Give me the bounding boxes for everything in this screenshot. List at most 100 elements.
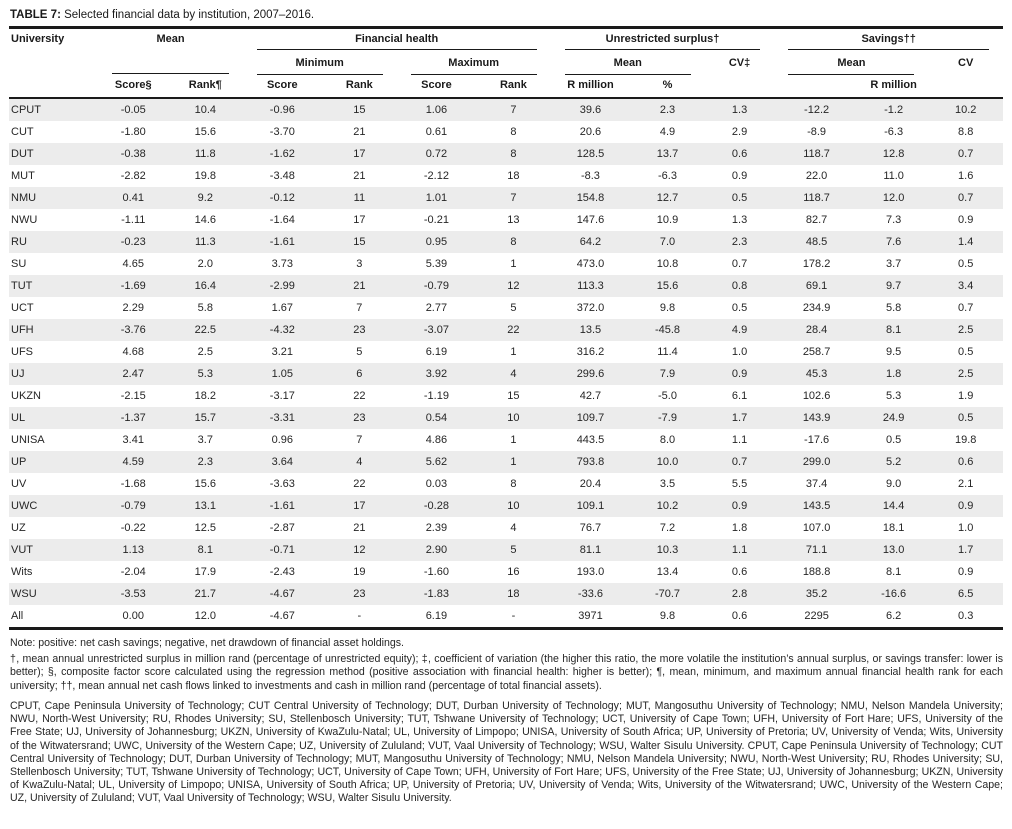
value-cell: 45.3 (805, 368, 828, 380)
value-cell: 10.9 (656, 214, 679, 226)
value-cell: 3.5 (659, 478, 676, 490)
value-cell: -3.31 (269, 412, 295, 424)
table-row: MUT -2.82 19.8 -3.48 21 -2.12 18 -8.3 -6.3 0.9 22.… (9, 165, 1003, 187)
value-cell: 7.0 (659, 236, 676, 248)
value-cell: 1.05 (271, 368, 294, 380)
value-cell: 9.0 (885, 478, 902, 490)
value-cell: -3.70 (269, 126, 295, 138)
value-cell: 0.6 (731, 610, 748, 622)
value-cell: 0.54 (425, 412, 448, 424)
value-cell: 11.4 (657, 346, 678, 358)
value-cell: 22 (353, 478, 366, 490)
value-cell: 82.7 (805, 214, 828, 226)
value-cell: 6 (356, 368, 363, 380)
value-cell: -6.3 (884, 126, 904, 138)
value-cell: 2.8 (731, 588, 748, 600)
value-cell: 71.1 (805, 544, 828, 556)
value-cell: 10 (507, 412, 520, 424)
value-cell: 0.9 (731, 368, 748, 380)
value-cell: -8.9 (807, 126, 827, 138)
notes-section: Note: positive: net cash savings; negati… (9, 636, 1003, 805)
value-cell: 143.5 (802, 500, 831, 512)
value-cell: 37.4 (805, 478, 828, 490)
value-cell: 12.8 (882, 148, 905, 160)
value-cell: -2.82 (120, 170, 146, 182)
value-cell: 10.0 (656, 456, 679, 468)
value-cell: 1.06 (425, 104, 448, 116)
value-cell: 23 (353, 588, 366, 600)
value-cell: 1.01 (425, 192, 448, 204)
value-cell: 1.1 (731, 544, 748, 556)
value-cell: 6.1 (731, 390, 748, 402)
value-cell: 13.4 (656, 566, 679, 578)
university-cell: RU (11, 236, 27, 248)
value-cell: 10.2 (656, 500, 679, 512)
value-cell: 2295 (804, 610, 829, 622)
value-cell: 109.1 (576, 500, 605, 512)
university-cell: UP (11, 456, 27, 468)
value-cell: -2.87 (269, 522, 295, 534)
col-group-financial-health: Financial health (243, 28, 551, 52)
value-cell: 1.13 (122, 544, 144, 556)
value-cell: 3.64 (271, 456, 294, 468)
value-cell: 0.5 (958, 412, 974, 424)
value-cell: 0.9 (731, 170, 748, 182)
value-cell: 443.5 (576, 434, 605, 446)
value-cell: 81.1 (579, 544, 602, 556)
value-cell: 0.00 (122, 610, 144, 622)
table-row: UV -1.68 15.6 -3.63 22 0.03 8 20.4 3.5 5.5 37.4 9.0… (9, 473, 1003, 495)
value-cell: 1.0 (731, 346, 748, 358)
table-row: UZ -0.22 12.5 -2.87 21 2.39 4 76.7 7.2 1.8 107.0 18… (9, 517, 1003, 539)
value-cell: -0.21 (423, 214, 449, 226)
value-cell: -0.22 (120, 522, 146, 534)
value-cell: 1 (510, 456, 517, 468)
value-cell: 1.8 (731, 522, 748, 534)
value-cell: 42.7 (579, 390, 602, 402)
value-cell: 2.77 (425, 302, 448, 314)
value-cell: 15.6 (194, 126, 217, 138)
value-cell: 5.8 (885, 302, 902, 314)
university-cell: UZ (11, 522, 26, 534)
financial-data-table: University Mean Financial health Unrestr… (9, 26, 1003, 630)
value-cell: 10.8 (656, 258, 679, 270)
university-cell: TUT (11, 280, 33, 292)
value-cell: 13.7 (656, 148, 679, 160)
col-header-surplus-rmillion: R million (567, 79, 614, 91)
value-cell: - (511, 610, 516, 622)
value-cell: 24.9 (882, 412, 905, 424)
table-row: WSU -3.53 21.7 -4.67 23 -1.83 18 -33.6 -70.7 2.8 3… (9, 583, 1003, 605)
university-cell: CUT (11, 126, 34, 138)
value-cell: 12.7 (656, 192, 679, 204)
value-cell: 143.9 (802, 412, 831, 424)
university-cell: MUT (11, 170, 35, 182)
value-cell: 2.3 (731, 236, 748, 248)
value-cell: 193.0 (576, 566, 605, 578)
value-cell: 9.5 (885, 346, 902, 358)
value-cell: -1.11 (121, 214, 146, 226)
value-cell: 6.19 (425, 610, 448, 622)
table-row: RU -0.23 11.3 -1.61 15 0.95 8 64.2 7.0 2.3 48.5 7.6… (9, 231, 1003, 253)
value-cell: 7.6 (885, 236, 902, 248)
value-cell: 11.3 (195, 236, 216, 248)
value-cell: 22.5 (194, 324, 217, 336)
footnote-definitions: †, mean annual unrestricted surplus in m… (10, 653, 1003, 692)
value-cell: 299.6 (576, 368, 605, 380)
value-cell: 5 (356, 346, 363, 358)
value-cell: 9.2 (197, 192, 213, 204)
value-cell: 12.0 (194, 610, 217, 622)
value-cell: 16 (507, 566, 520, 578)
value-cell: 4.65 (122, 258, 144, 270)
value-cell: - (357, 610, 362, 622)
value-cell: 3.41 (122, 434, 144, 446)
university-cell: VUT (11, 544, 33, 556)
value-cell: 5.39 (425, 258, 448, 270)
value-cell: 13.1 (194, 500, 217, 512)
university-cell: NWU (11, 214, 38, 226)
value-cell: 258.7 (802, 346, 831, 358)
value-cell: -3.07 (423, 324, 449, 336)
table-row: All 0.00 12.0 -4.67 - 6.19 - 3971 9.8 0.6 2295 6.2 0… (9, 605, 1003, 629)
value-cell: 22.0 (805, 170, 828, 182)
value-cell: 7 (510, 104, 517, 116)
table-body: CPUT -0.05 10.4 -0.96 15 1.06 7 39.6 2.3 1.3 -12.2… (9, 98, 1003, 629)
value-cell: 21 (353, 522, 366, 534)
